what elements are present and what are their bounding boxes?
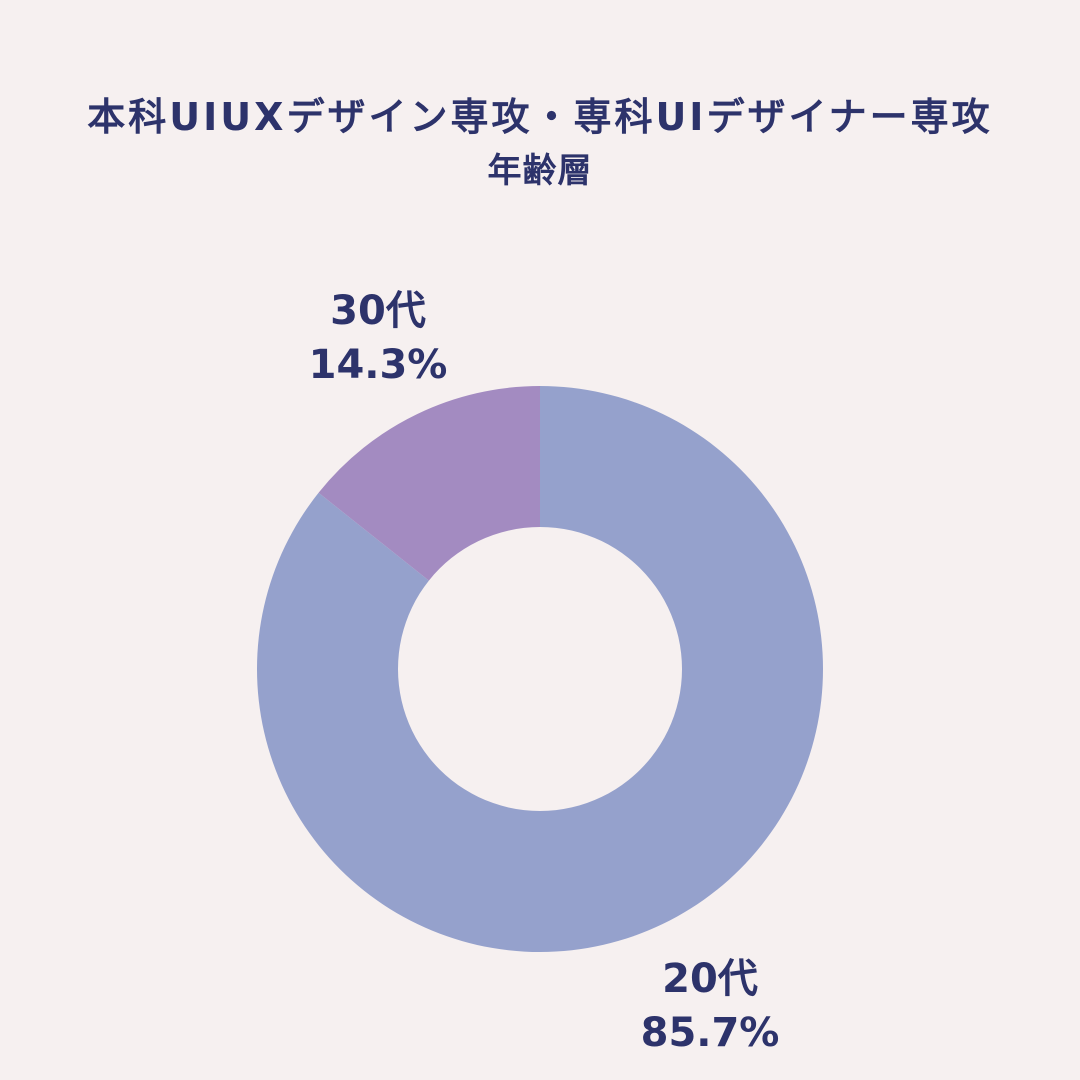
slice-label-20s-percent: 85.7% <box>640 1010 780 1056</box>
slice-label-30s: 30代 14.3% <box>268 284 488 392</box>
chart-subtitle: 年齢層 <box>487 151 593 191</box>
slice-label-20s: 20代 85.7% <box>600 952 820 1060</box>
slice-label-30s-category: 30代 <box>330 288 426 334</box>
slice-label-30s-percent: 14.3% <box>308 342 448 388</box>
chart-title-block: 本科UIUXデザイン専攻・専科UIデザイナー専攻 年齢層 <box>0 92 1080 194</box>
donut-slice-30s <box>318 386 540 581</box>
slice-label-20s-category: 20代 <box>662 956 758 1002</box>
donut-slice-20s <box>256 386 823 953</box>
chart-title: 本科UIUXデザイン専攻・専科UIデザイナー専攻 <box>87 95 993 139</box>
